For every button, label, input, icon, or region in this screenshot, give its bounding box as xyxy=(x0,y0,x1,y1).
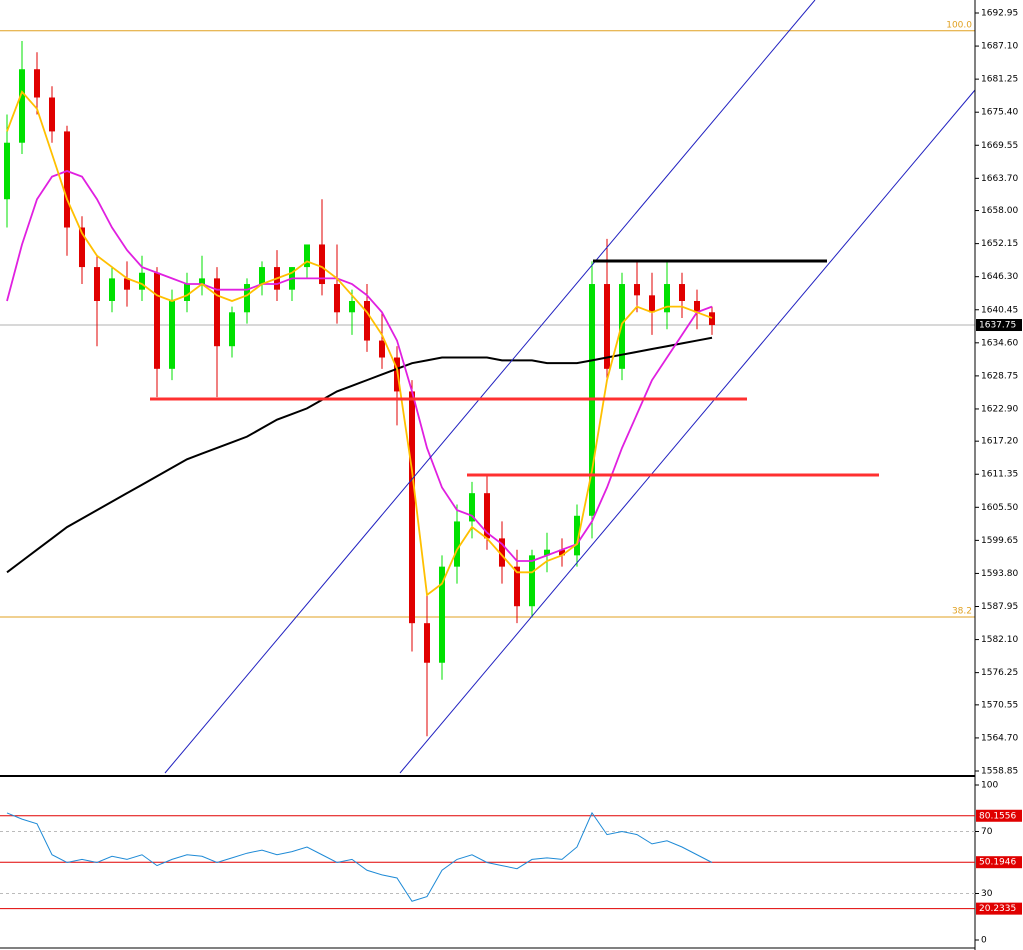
candle-body xyxy=(409,391,415,624)
candle-body xyxy=(469,493,475,522)
candle-body xyxy=(169,300,175,369)
rsi-level-label: 50.1946 xyxy=(979,858,1016,868)
candle-body xyxy=(664,284,670,313)
y-tick-label: 1658.00 xyxy=(981,206,1018,216)
candle-body xyxy=(49,97,55,132)
candle-body xyxy=(94,267,100,301)
rsi-tick-label: 70 xyxy=(981,827,993,837)
candle-body xyxy=(319,244,325,285)
candle-body xyxy=(484,493,490,539)
y-tick-label: 1582.10 xyxy=(981,635,1018,645)
candle-body xyxy=(124,278,130,290)
y-tick-label: 1681.25 xyxy=(981,75,1018,85)
candle-body xyxy=(244,284,250,313)
rsi-level-label: 20.2335 xyxy=(979,904,1016,914)
y-tick-label: 1558.85 xyxy=(981,766,1018,776)
candle-body xyxy=(604,284,610,369)
y-tick-label: 1663.70 xyxy=(981,174,1018,184)
candle-body xyxy=(64,131,70,228)
y-tick-label: 1687.10 xyxy=(981,42,1018,52)
rsi-tick-label: 100 xyxy=(981,781,998,791)
y-tick-label: 1576.25 xyxy=(981,668,1018,678)
candle-body xyxy=(259,267,265,285)
candle-body xyxy=(454,521,460,567)
y-tick-label: 1622.90 xyxy=(981,404,1018,414)
candle-body xyxy=(199,278,205,285)
candle-body xyxy=(304,244,310,268)
channel-line xyxy=(164,0,816,774)
candle-body xyxy=(559,549,565,556)
candle-body xyxy=(184,284,190,301)
y-tick-label: 1587.95 xyxy=(981,602,1018,612)
candle-body xyxy=(439,566,445,663)
moving-average xyxy=(6,170,713,562)
rsi-line xyxy=(6,811,713,902)
rsi-tick-label: 0 xyxy=(981,936,987,946)
candle-body xyxy=(19,69,25,143)
y-tick-label: 1640.45 xyxy=(981,305,1018,315)
y-tick-label: 1669.55 xyxy=(981,141,1018,151)
candle-body xyxy=(709,312,715,326)
y-tick-label: 1605.50 xyxy=(981,503,1018,513)
candle-body xyxy=(499,538,505,567)
candle-body xyxy=(34,69,40,98)
rsi-level-box xyxy=(976,809,1022,822)
candle-body xyxy=(139,272,145,290)
fib-label: 38.2 xyxy=(952,606,972,616)
candle-body xyxy=(229,312,235,347)
y-tick-label: 1611.35 xyxy=(981,470,1018,480)
y-tick-label: 1570.55 xyxy=(981,700,1018,710)
candle-body xyxy=(424,623,430,663)
moving-average xyxy=(6,336,713,574)
y-tick-label: 1652.15 xyxy=(981,239,1018,249)
candle-body xyxy=(649,295,655,313)
moving-average xyxy=(6,90,713,597)
y-tick-label: 1692.95 xyxy=(981,9,1018,19)
candle-body xyxy=(634,284,640,296)
last-price-box xyxy=(976,319,1022,332)
y-tick-label: 1628.75 xyxy=(981,371,1018,381)
candle-body xyxy=(154,272,160,369)
candle-body xyxy=(379,340,385,358)
y-tick-label: 1675.40 xyxy=(981,108,1018,118)
y-tick-label: 1593.80 xyxy=(981,569,1018,579)
y-tick-label: 1599.65 xyxy=(981,536,1018,546)
candle-body xyxy=(574,515,580,556)
candle-body xyxy=(4,142,10,200)
y-tick-label: 1564.70 xyxy=(981,733,1018,743)
candle-body xyxy=(679,284,685,301)
candle-body xyxy=(694,300,700,313)
last-price-label: 1637.75 xyxy=(979,321,1016,331)
fib-label: 100.0 xyxy=(946,20,972,30)
candle-body xyxy=(214,278,220,347)
candle-body xyxy=(349,300,355,313)
rsi-level-box xyxy=(976,856,1022,869)
candle-body xyxy=(79,227,85,268)
candle-body xyxy=(544,549,550,556)
y-tick-label: 1617.20 xyxy=(981,437,1018,447)
y-tick-label: 1646.30 xyxy=(981,272,1018,282)
y-tick-label: 1634.60 xyxy=(981,338,1018,348)
rsi-level-box xyxy=(976,902,1022,915)
rsi-level-label: 80.1556 xyxy=(979,811,1016,821)
candle-body xyxy=(529,555,535,607)
candle-body xyxy=(364,300,370,341)
channel-line xyxy=(399,89,976,774)
rsi-tick-label: 30 xyxy=(981,889,993,899)
candle-body xyxy=(109,278,115,301)
candle-body xyxy=(514,566,520,607)
candle-body xyxy=(334,284,340,313)
